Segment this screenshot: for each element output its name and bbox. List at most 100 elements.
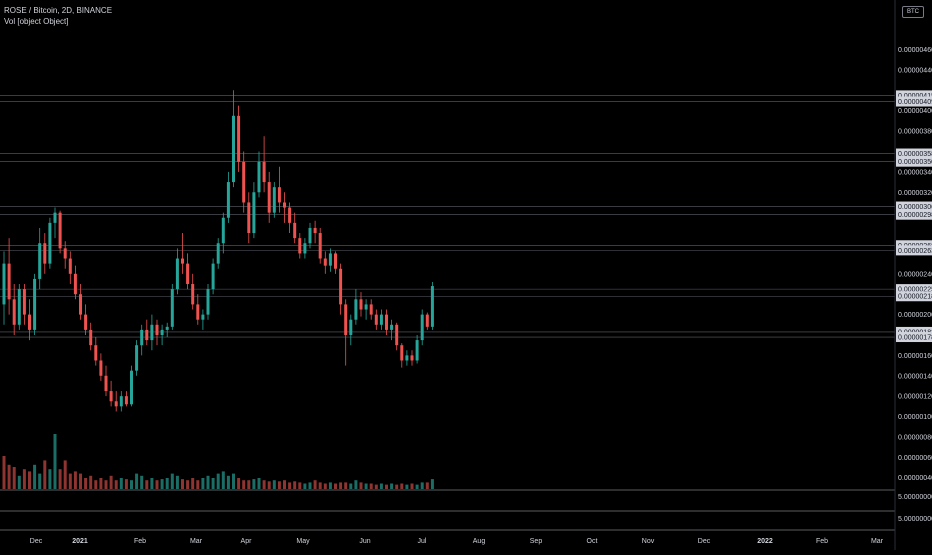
volume-bar bbox=[313, 480, 317, 489]
volume-bar bbox=[53, 434, 57, 489]
volume-bar bbox=[211, 478, 215, 489]
volume-bar bbox=[354, 480, 358, 489]
symbol-line: ROSE / Bitcoin, 2D, BINANCE bbox=[4, 6, 113, 15]
candle-body bbox=[73, 273, 77, 295]
candle-body bbox=[130, 370, 133, 405]
volume-bar bbox=[308, 482, 312, 489]
volume-bar bbox=[196, 480, 200, 489]
volume-bar bbox=[7, 464, 11, 489]
time-tick-label: Nov bbox=[642, 538, 655, 545]
candle-body bbox=[262, 161, 266, 183]
volume-bar bbox=[186, 480, 190, 489]
volume-bar bbox=[400, 483, 404, 489]
candle-body bbox=[298, 238, 302, 254]
candle-body bbox=[145, 329, 149, 341]
volume-series bbox=[2, 434, 434, 489]
price-tick-label: 0.00000320 bbox=[898, 190, 932, 197]
candle-body bbox=[84, 314, 88, 330]
price-tick-label: 0.00000140 bbox=[898, 373, 932, 380]
candle-body bbox=[63, 248, 67, 259]
volume-bar bbox=[425, 482, 429, 489]
volume-bar bbox=[68, 473, 72, 489]
candle-body bbox=[318, 233, 322, 259]
candle-body bbox=[99, 360, 103, 376]
price-tick-label: 0.00000080 bbox=[898, 434, 932, 441]
candle-body bbox=[211, 263, 215, 290]
candle-body bbox=[206, 289, 210, 315]
candle-body bbox=[257, 161, 261, 193]
volume-bar bbox=[33, 464, 37, 489]
time-tick-label: Dec bbox=[698, 538, 711, 545]
volume-bar bbox=[257, 478, 261, 489]
volume-bar bbox=[94, 480, 98, 489]
candle-body bbox=[400, 345, 404, 361]
candle-body bbox=[232, 115, 235, 183]
candle-body bbox=[410, 355, 414, 361]
volume-bar bbox=[150, 478, 154, 489]
volume-bar bbox=[334, 483, 337, 489]
candle-body bbox=[323, 258, 327, 266]
volume-bar bbox=[84, 478, 88, 489]
level-label-bg bbox=[896, 148, 932, 159]
currency-badge[interactable]: BTC bbox=[902, 6, 924, 18]
time-tick-label: Feb bbox=[816, 538, 828, 545]
time-tick-label: 2021 bbox=[72, 538, 88, 545]
volume-bar bbox=[242, 480, 246, 489]
price-tick-label: 0.00000460 bbox=[898, 47, 932, 54]
candle-body bbox=[395, 324, 399, 346]
candle-body bbox=[89, 329, 93, 346]
volume-bar bbox=[135, 473, 139, 489]
candle-body bbox=[119, 396, 123, 407]
chart-legend: ROSE / Bitcoin, 2D, BINANCE Vol [object … bbox=[4, 5, 112, 27]
time-tick-label: Apr bbox=[241, 538, 253, 545]
candle-body bbox=[28, 314, 31, 330]
volume-bar bbox=[119, 478, 123, 489]
volume-bar bbox=[109, 475, 113, 489]
volume-bar bbox=[165, 478, 169, 489]
volume-bar bbox=[216, 473, 220, 489]
volume-bar bbox=[293, 481, 297, 489]
time-tick-label: Oct bbox=[587, 538, 598, 545]
volume-bar bbox=[283, 480, 286, 489]
candle-body bbox=[339, 268, 343, 305]
volume-bar bbox=[160, 479, 164, 489]
volume-bar bbox=[323, 483, 327, 489]
volume-bar bbox=[63, 460, 67, 489]
candle-body bbox=[201, 314, 205, 320]
volume-bar bbox=[73, 471, 77, 489]
candle-body bbox=[33, 278, 37, 330]
price-tick-label: 0.00000240 bbox=[898, 271, 932, 278]
level-label: 0.00000306 bbox=[898, 204, 932, 211]
volume-bar bbox=[43, 460, 47, 489]
volume-bar bbox=[359, 482, 363, 489]
volume-line: Vol [object Object] bbox=[4, 17, 69, 26]
volume-bar bbox=[2, 456, 6, 489]
volume-bar bbox=[369, 483, 373, 489]
volume-bar bbox=[298, 482, 302, 489]
candle-body bbox=[272, 187, 276, 213]
level-label: 0.00000350 bbox=[898, 159, 932, 166]
level-label-bg bbox=[896, 90, 932, 101]
candle-body bbox=[109, 391, 113, 402]
volume-bar bbox=[272, 480, 276, 489]
price-tick-label: 0.00000160 bbox=[898, 353, 932, 360]
candle-body bbox=[221, 217, 225, 244]
volume-bar bbox=[114, 480, 118, 489]
candle-body bbox=[405, 355, 409, 361]
level-label: 0.00000409 bbox=[898, 99, 932, 106]
candle-body bbox=[175, 258, 179, 290]
candle-body bbox=[369, 304, 373, 315]
time-tick-label: Jul bbox=[418, 538, 427, 545]
time-tick-label: Jun bbox=[359, 538, 370, 545]
candle-body bbox=[68, 258, 72, 274]
horizontal-levels bbox=[0, 95, 895, 338]
volume-bar bbox=[206, 475, 210, 489]
volume-bar bbox=[226, 475, 230, 489]
candle-body bbox=[140, 329, 144, 346]
volume-bar bbox=[288, 482, 292, 489]
level-label: 0.00000225 bbox=[898, 287, 932, 294]
volume-bar bbox=[12, 467, 16, 489]
candle-body bbox=[344, 304, 348, 335]
